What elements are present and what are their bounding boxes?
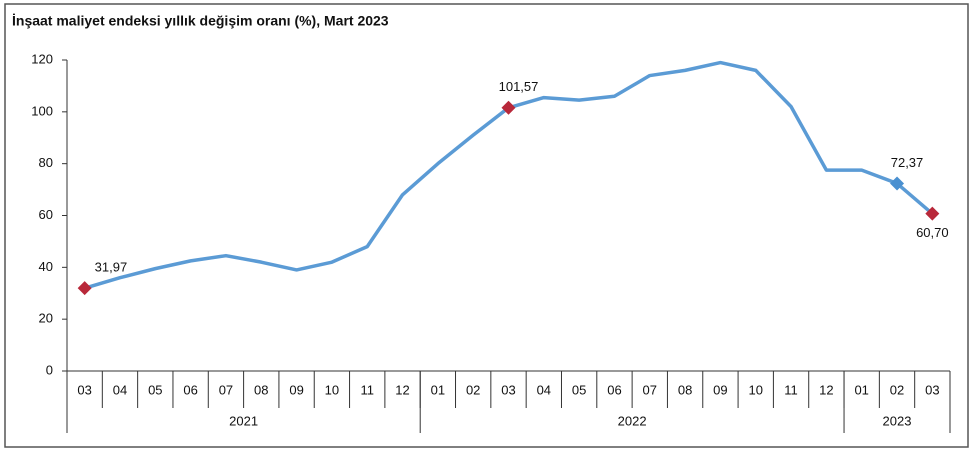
x-tick-label: 11 xyxy=(360,382,374,397)
data-label: 60,70 xyxy=(916,225,949,240)
x-tick-label: 07 xyxy=(219,382,233,397)
x-tick-label: 02 xyxy=(466,382,480,397)
x-tick-label: 04 xyxy=(113,382,127,397)
x-tick-label: 04 xyxy=(537,382,551,397)
x-tick-label: 12 xyxy=(395,382,409,397)
x-tick-label: 08 xyxy=(678,382,692,397)
data-label: 72,37 xyxy=(891,155,924,170)
x-tick-label: 12 xyxy=(819,382,833,397)
x-tick-label: 01 xyxy=(854,382,868,397)
x-tick-label: 03 xyxy=(501,382,515,397)
y-tick-label: 60 xyxy=(39,207,53,222)
data-label: 101,57 xyxy=(499,79,539,94)
point-marker xyxy=(890,176,905,191)
y-tick-label: 120 xyxy=(31,51,53,66)
data-label: 31,97 xyxy=(95,260,128,275)
group-label: 2021 xyxy=(229,413,258,428)
y-tick-label: 100 xyxy=(31,103,53,118)
x-tick-label: 09 xyxy=(713,382,727,397)
x-tick-label: 05 xyxy=(572,382,586,397)
x-tick-label: 05 xyxy=(148,382,162,397)
x-tick-label: 07 xyxy=(643,382,657,397)
line-series xyxy=(84,60,934,290)
x-tick-label: 11 xyxy=(784,382,798,397)
x-tick-label: 03 xyxy=(77,382,91,397)
group-label: 2022 xyxy=(618,413,647,428)
y-tick-label: 40 xyxy=(39,259,53,274)
x-tick-label: 06 xyxy=(183,382,197,397)
y-tick-label: 0 xyxy=(46,362,53,377)
x-tick-label: 08 xyxy=(254,382,268,397)
x-tick-label: 06 xyxy=(607,382,621,397)
point-marker xyxy=(77,281,92,296)
x-tick-label: 09 xyxy=(289,382,303,397)
x-tick-label: 10 xyxy=(325,382,339,397)
point-marker xyxy=(501,100,516,115)
point-marker xyxy=(925,206,940,221)
x-tick-label: 02 xyxy=(890,382,904,397)
x-tick-label: 01 xyxy=(431,382,445,397)
frame xyxy=(4,3,969,448)
group-label: 2023 xyxy=(883,413,912,428)
y-tick-label: 80 xyxy=(39,155,53,170)
chart-title: İnşaat maliyet endeksi yıllık değişim or… xyxy=(12,13,389,29)
x-tick-label: 03 xyxy=(925,382,939,397)
x-tick-label: 10 xyxy=(749,382,763,397)
y-tick-label: 20 xyxy=(39,311,53,326)
